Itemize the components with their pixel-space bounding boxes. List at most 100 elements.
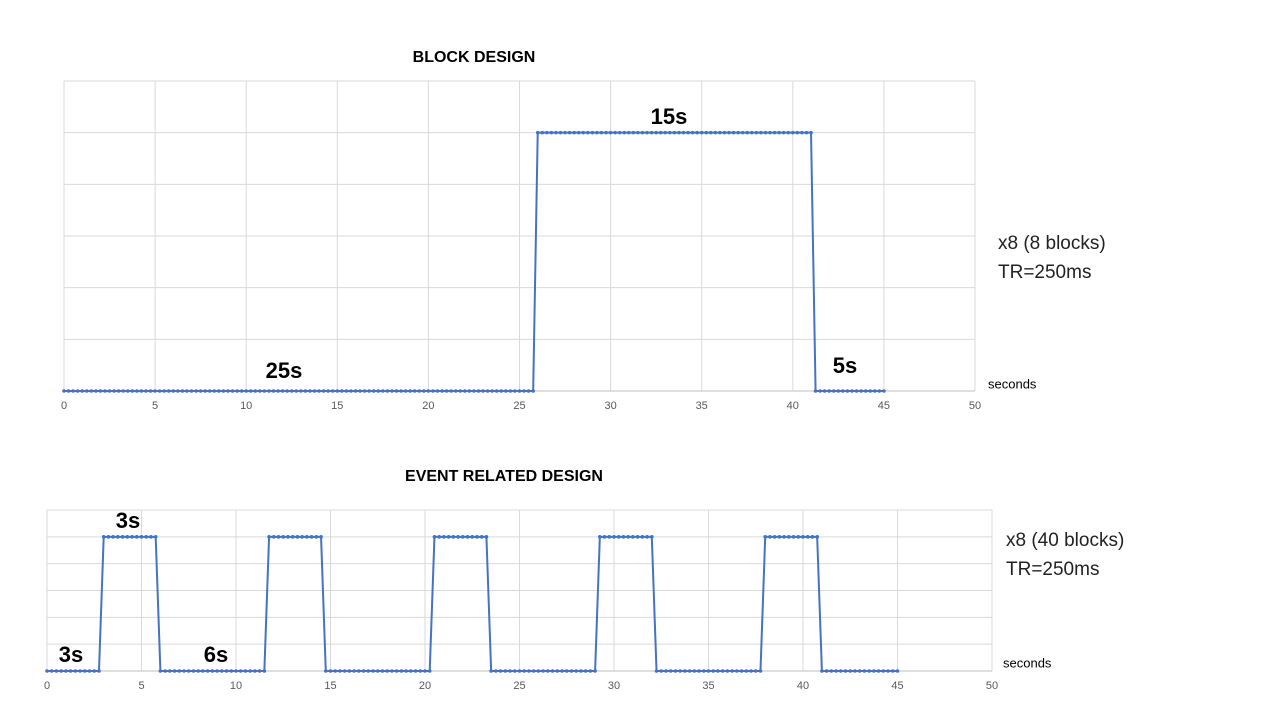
- data-point: [371, 389, 376, 393]
- data-point: [68, 669, 73, 673]
- data-point: [271, 389, 276, 393]
- data-point: [859, 389, 863, 393]
- data-point: [83, 669, 87, 673]
- data-point: [472, 389, 476, 393]
- data-point: [512, 669, 517, 673]
- data-point: [103, 389, 107, 393]
- data-point: [526, 389, 531, 393]
- data-point: [673, 669, 678, 673]
- data-point: [517, 389, 522, 393]
- side-note: x8 (8 blocks): [998, 233, 1106, 254]
- data-point: [612, 535, 616, 539]
- data-point: [590, 130, 595, 135]
- data-point: [759, 130, 763, 135]
- data-point: [490, 389, 494, 393]
- x-tick-label: 25: [513, 400, 525, 412]
- data-point: [349, 389, 353, 393]
- data-point: [367, 389, 371, 393]
- data-point: [75, 389, 80, 393]
- data-point: [709, 130, 713, 135]
- data-point: [404, 669, 408, 673]
- data-point: [664, 669, 668, 673]
- data-point: [196, 669, 200, 673]
- data-point: [258, 389, 262, 393]
- data-point: [97, 669, 101, 673]
- data-point: [692, 669, 697, 673]
- data-point: [467, 389, 472, 393]
- data-point: [586, 130, 590, 135]
- data-point: [239, 389, 244, 393]
- annotation: 6s: [204, 642, 228, 667]
- data-point: [409, 669, 413, 673]
- data-point: [763, 130, 768, 135]
- data-point: [267, 535, 271, 539]
- data-point: [470, 535, 475, 539]
- data-point: [243, 669, 248, 673]
- data-point: [176, 389, 180, 393]
- data-point: [300, 535, 304, 539]
- data-point: [621, 535, 626, 539]
- data-point: [599, 130, 604, 135]
- data-point: [281, 535, 286, 539]
- data-point: [116, 389, 121, 393]
- data-point: [635, 535, 640, 539]
- x-tick-label: 30: [604, 400, 616, 412]
- data-point: [111, 535, 115, 539]
- data-point: [185, 389, 189, 393]
- data-point: [399, 669, 404, 673]
- x-tick-label: 20: [419, 680, 431, 692]
- data-point: [711, 669, 716, 673]
- data-point: [353, 389, 358, 393]
- data-point: [631, 535, 635, 539]
- data-point: [153, 389, 157, 393]
- data-point: [276, 389, 280, 393]
- data-point: [357, 669, 361, 673]
- data-point: [390, 669, 394, 673]
- data-point: [740, 130, 745, 135]
- data-point: [481, 389, 485, 393]
- data-point: [508, 669, 512, 673]
- data-point: [659, 669, 664, 673]
- data-point: [476, 389, 481, 393]
- data-point: [125, 389, 130, 393]
- data-point: [326, 389, 330, 393]
- data-point: [253, 669, 257, 673]
- data-point: [805, 535, 810, 539]
- data-point: [531, 669, 536, 673]
- data-point: [435, 389, 440, 393]
- data-point: [94, 389, 98, 393]
- data-point: [285, 389, 289, 393]
- data-point: [45, 669, 49, 673]
- data-point: [461, 535, 465, 539]
- data-point: [498, 669, 503, 673]
- data-point: [622, 130, 627, 135]
- data-point: [323, 669, 328, 673]
- series-line: [64, 131, 884, 392]
- x-tick-label: 25: [513, 680, 525, 692]
- data-point: [280, 389, 285, 393]
- data-point: [257, 669, 262, 673]
- data-point: [80, 389, 85, 393]
- data-point: [645, 535, 649, 539]
- data-point: [598, 535, 602, 539]
- data-point: [139, 389, 144, 393]
- data-point: [465, 535, 470, 539]
- data-point: [449, 389, 453, 393]
- data-point: [92, 669, 97, 673]
- data-point: [706, 669, 711, 673]
- data-point: [687, 669, 692, 673]
- data-point: [98, 389, 103, 393]
- x-tick-label: 5: [152, 400, 158, 412]
- data-point: [822, 389, 827, 393]
- data-point: [120, 535, 125, 539]
- data-point: [602, 535, 607, 539]
- data-point: [59, 669, 63, 673]
- data-point: [795, 130, 800, 135]
- data-point: [134, 535, 139, 539]
- data-point: [895, 669, 900, 673]
- data-point: [328, 669, 333, 673]
- data-point: [716, 669, 720, 673]
- data-point: [289, 389, 294, 393]
- data-point: [417, 389, 422, 393]
- data-point: [432, 535, 437, 539]
